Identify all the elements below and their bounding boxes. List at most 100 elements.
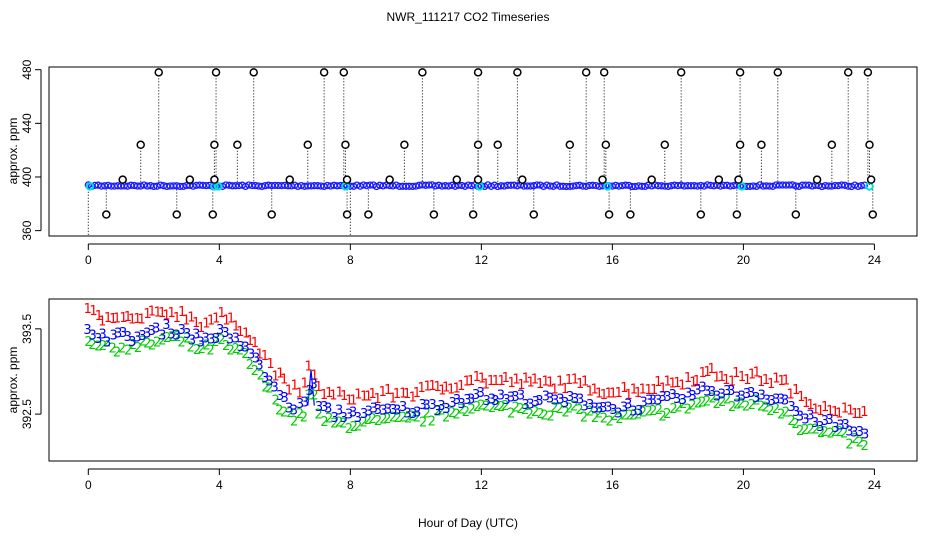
series-3-point: 3: [532, 395, 540, 410]
series-2-point: 2: [286, 406, 294, 421]
series-1-point: 1: [786, 388, 794, 403]
series-1-point: 1: [113, 312, 121, 327]
series-1-point: 1: [718, 370, 726, 385]
series-2-point: 2: [477, 398, 485, 413]
series-2-point: 2: [434, 405, 442, 420]
flag-point: [185, 175, 195, 184]
series-3-point: 3: [399, 400, 407, 415]
series-2-point: 2: [99, 339, 107, 354]
series-3-point: 3: [393, 403, 401, 418]
series-2-point: 2: [129, 338, 137, 353]
series-3-point: 3: [542, 390, 550, 405]
series-2-point: 2: [526, 408, 534, 423]
series-1-point: 1: [271, 369, 279, 384]
series-3-point: 3: [477, 386, 485, 401]
series-2-point: 2: [124, 343, 132, 358]
series-1-point: 1: [620, 381, 628, 396]
series-3-point: 3: [551, 393, 559, 408]
series-1-point: 1: [467, 374, 475, 389]
series-3-point: 3: [449, 396, 457, 411]
series-3-point: 3: [663, 390, 671, 405]
series-1-point: 1: [782, 374, 790, 389]
series-1-point: 1: [821, 400, 829, 415]
series-3-point: 3: [167, 327, 175, 342]
flag-point: [172, 210, 181, 219]
series-3-point: 3: [635, 404, 643, 419]
series-2-point: 2: [821, 425, 829, 440]
series-1-point: 1: [154, 306, 162, 321]
series-1-point: 1: [615, 386, 623, 401]
series-2-point: 2: [521, 403, 529, 418]
series-1-point: 1: [389, 391, 397, 406]
series-3-point: 3: [119, 326, 127, 341]
series-2-point: 2: [143, 336, 151, 351]
series-1-point: 1: [478, 372, 486, 387]
series-2-point: 2: [772, 402, 780, 417]
series-1-point: 1: [722, 373, 730, 388]
series-2-point: 2: [565, 402, 573, 417]
series-3-point: 3: [645, 393, 653, 408]
series-3-point: 3: [463, 393, 471, 408]
series-1-point: 1: [802, 396, 810, 411]
series-2-point: 2: [134, 341, 142, 356]
series-1-point: 1: [379, 385, 387, 400]
series-1-point: 1: [340, 389, 348, 404]
series-2-point: 2: [606, 415, 614, 430]
series-1-point: 1: [409, 391, 417, 406]
series-3-point: 3: [772, 393, 780, 408]
series-3-point: 3: [576, 392, 584, 407]
series-3-point: 3: [192, 327, 200, 342]
series-2-point: 2: [168, 330, 176, 345]
series-3-point: 3: [718, 387, 726, 402]
series-2-point: 2: [766, 404, 774, 419]
series-3-point: 3: [178, 323, 186, 338]
series-3-point: 3: [535, 394, 543, 409]
series-1-point: 1: [314, 380, 322, 395]
flag-point: [452, 175, 462, 184]
series-1-point: 1: [703, 365, 711, 380]
flag-point: [581, 68, 591, 77]
series-2-point: 2: [649, 404, 657, 419]
flag-point: [529, 210, 539, 219]
flag-point: [429, 210, 439, 219]
series-2-point: 2: [163, 331, 171, 346]
series-2-point: 2: [462, 405, 470, 420]
series-1-point: 1: [630, 382, 638, 397]
baseline-point: [792, 182, 800, 190]
baseline-point: [788, 181, 797, 189]
series-1-point: 1: [212, 312, 220, 327]
series-1-point: 1: [246, 334, 254, 349]
flag-point: [208, 210, 218, 219]
series-2-point: 2: [570, 400, 578, 415]
series-3-point: 3: [384, 403, 392, 418]
flag-point: [734, 175, 743, 184]
flag-point: [599, 68, 609, 77]
series-3-point: 3: [752, 391, 760, 406]
series-3-point: 3: [679, 393, 687, 408]
cyan-point: [865, 182, 874, 191]
series-2-point: 2: [615, 412, 623, 427]
series-2-point: 2: [674, 401, 682, 416]
series-1-point: 1: [565, 373, 573, 388]
series-2-point: 2: [211, 335, 219, 350]
series-1-point: 1: [124, 310, 132, 325]
series-2-point: 2: [600, 411, 608, 426]
series-2-point: 2: [246, 358, 254, 373]
series-1-point: 1: [276, 367, 284, 382]
series-2-point: 2: [350, 420, 358, 435]
series-2-point: 2: [536, 407, 544, 422]
series-3-point: 3: [507, 390, 515, 405]
baseline-point: [97, 182, 106, 190]
flag-point: [233, 140, 242, 150]
series-1-point: 1: [673, 376, 681, 391]
flag-point: [249, 68, 258, 77]
series-2-point: 2: [709, 392, 717, 407]
series-2-point: 2: [335, 415, 343, 430]
series-1-point: 1: [517, 378, 525, 393]
series-2-point: 2: [782, 406, 790, 421]
series-3-point: 3: [285, 402, 293, 417]
series-2-point: 2: [575, 403, 583, 418]
series-1-point: 1: [512, 372, 520, 387]
baseline-point: [841, 181, 849, 189]
flag-point: [647, 175, 656, 184]
